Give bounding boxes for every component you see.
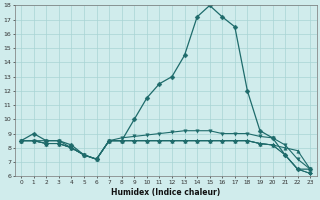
X-axis label: Humidex (Indice chaleur): Humidex (Indice chaleur) <box>111 188 220 197</box>
